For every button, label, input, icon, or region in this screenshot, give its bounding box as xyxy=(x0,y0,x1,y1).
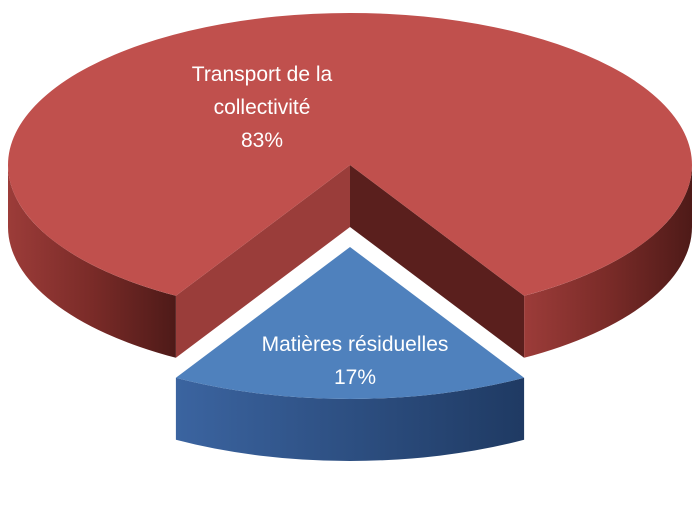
slice-cut-face xyxy=(175,165,350,358)
data-label: Matières résiduelles 17% xyxy=(260,328,450,394)
slice-cut-face xyxy=(350,165,525,358)
value-label: 83% xyxy=(240,129,284,152)
category-label: Transport de la collectivité xyxy=(191,63,333,119)
slice-side xyxy=(524,165,692,358)
pie-slice xyxy=(8,12,693,296)
value-label: 17% xyxy=(333,366,377,389)
slice-side xyxy=(175,377,525,461)
category-label: Matières résiduelles xyxy=(261,333,449,356)
data-label: Transport de la collectivité 83% xyxy=(142,58,382,157)
pie-slice xyxy=(175,247,525,399)
slice-side xyxy=(8,165,176,358)
